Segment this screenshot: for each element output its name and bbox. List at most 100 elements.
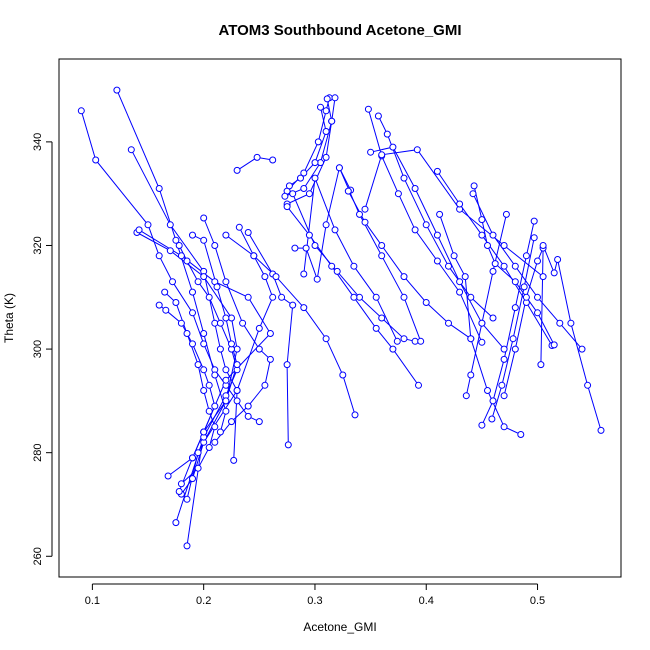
data-point [478, 231, 486, 239]
data-point [200, 236, 208, 244]
data-point [205, 293, 213, 301]
y-tick-label: 300 [32, 340, 44, 358]
data-point [211, 371, 219, 379]
data-point [317, 103, 324, 111]
data-point [183, 542, 191, 550]
data-point [383, 130, 391, 138]
data-point [172, 519, 180, 527]
data-point [161, 288, 169, 296]
data-point [322, 107, 330, 115]
data-point [456, 200, 464, 208]
data-point [305, 231, 313, 239]
data-point [284, 441, 292, 449]
data-point [222, 376, 230, 384]
data-point [445, 319, 452, 327]
data-point [389, 143, 397, 151]
data-point [415, 381, 422, 389]
data-point [205, 407, 213, 415]
data-point [135, 226, 143, 234]
data-point [344, 187, 352, 195]
data-point [311, 174, 319, 182]
data-point [144, 221, 152, 229]
data-point [522, 293, 530, 301]
data-point [300, 304, 308, 312]
data-point [233, 361, 241, 369]
data-point [177, 480, 185, 488]
data-point [417, 337, 425, 345]
data-point [461, 273, 469, 281]
profile-line [164, 291, 216, 485]
data-point [500, 345, 508, 353]
data-point [433, 231, 441, 239]
data-point [177, 252, 185, 260]
data-point [233, 387, 241, 394]
data-point [255, 324, 263, 332]
data-point [272, 273, 280, 281]
data-point [322, 335, 330, 343]
data-point [228, 418, 235, 426]
data-point [255, 345, 263, 353]
data-point [189, 288, 196, 296]
data-point [488, 415, 496, 423]
data-point [285, 182, 293, 190]
data-point [522, 252, 530, 260]
data-point [300, 270, 308, 278]
data-point [530, 234, 538, 242]
data-point [467, 371, 475, 379]
data-point [361, 205, 369, 213]
data-point [250, 252, 258, 260]
data-point [469, 190, 477, 198]
data-point [328, 117, 336, 125]
profile-line [472, 193, 583, 350]
data-point [205, 444, 213, 451]
profile-line [303, 177, 398, 342]
data-point [500, 392, 508, 400]
data-point [356, 210, 363, 218]
data-point [175, 242, 183, 249]
data-point [378, 151, 386, 159]
data-point [189, 475, 196, 483]
data-point [302, 244, 310, 252]
data-point [489, 267, 497, 275]
y-tick-label: 260 [32, 547, 44, 565]
data-point [211, 242, 219, 249]
data-point [509, 335, 517, 343]
data-point [393, 337, 401, 345]
data-point [394, 190, 402, 198]
profile-line [481, 220, 535, 426]
profile-line [203, 217, 271, 443]
y-axis: 260 280 300 320 340 [32, 133, 53, 565]
data-point [378, 252, 386, 260]
data-point [235, 223, 243, 231]
data-point [534, 257, 541, 265]
data-point [467, 335, 475, 343]
data-point [433, 167, 441, 175]
profile-line [542, 245, 602, 431]
data-point [467, 293, 475, 301]
profile-line [364, 149, 544, 277]
data-point [534, 293, 541, 301]
data-point [281, 192, 289, 200]
data-point [422, 221, 430, 229]
data-point [331, 94, 339, 102]
data-point [172, 299, 180, 306]
data-point [389, 345, 397, 353]
data-point [462, 392, 470, 400]
data-point [216, 428, 224, 436]
data-point [489, 231, 497, 239]
data-point [456, 288, 464, 296]
data-point [244, 293, 252, 301]
x-axis-label: Acetone_GMI [303, 620, 376, 634]
data-point [92, 156, 100, 164]
data-point [445, 262, 452, 270]
data-point [255, 418, 263, 426]
x-tick-label: 0.4 [419, 595, 434, 607]
data-point [584, 381, 592, 389]
data-point [500, 242, 508, 249]
data-point [361, 218, 369, 226]
data-point [534, 309, 541, 317]
data-point [194, 449, 202, 457]
data-point [289, 301, 297, 309]
data-point [300, 185, 308, 192]
data-point [244, 412, 252, 420]
